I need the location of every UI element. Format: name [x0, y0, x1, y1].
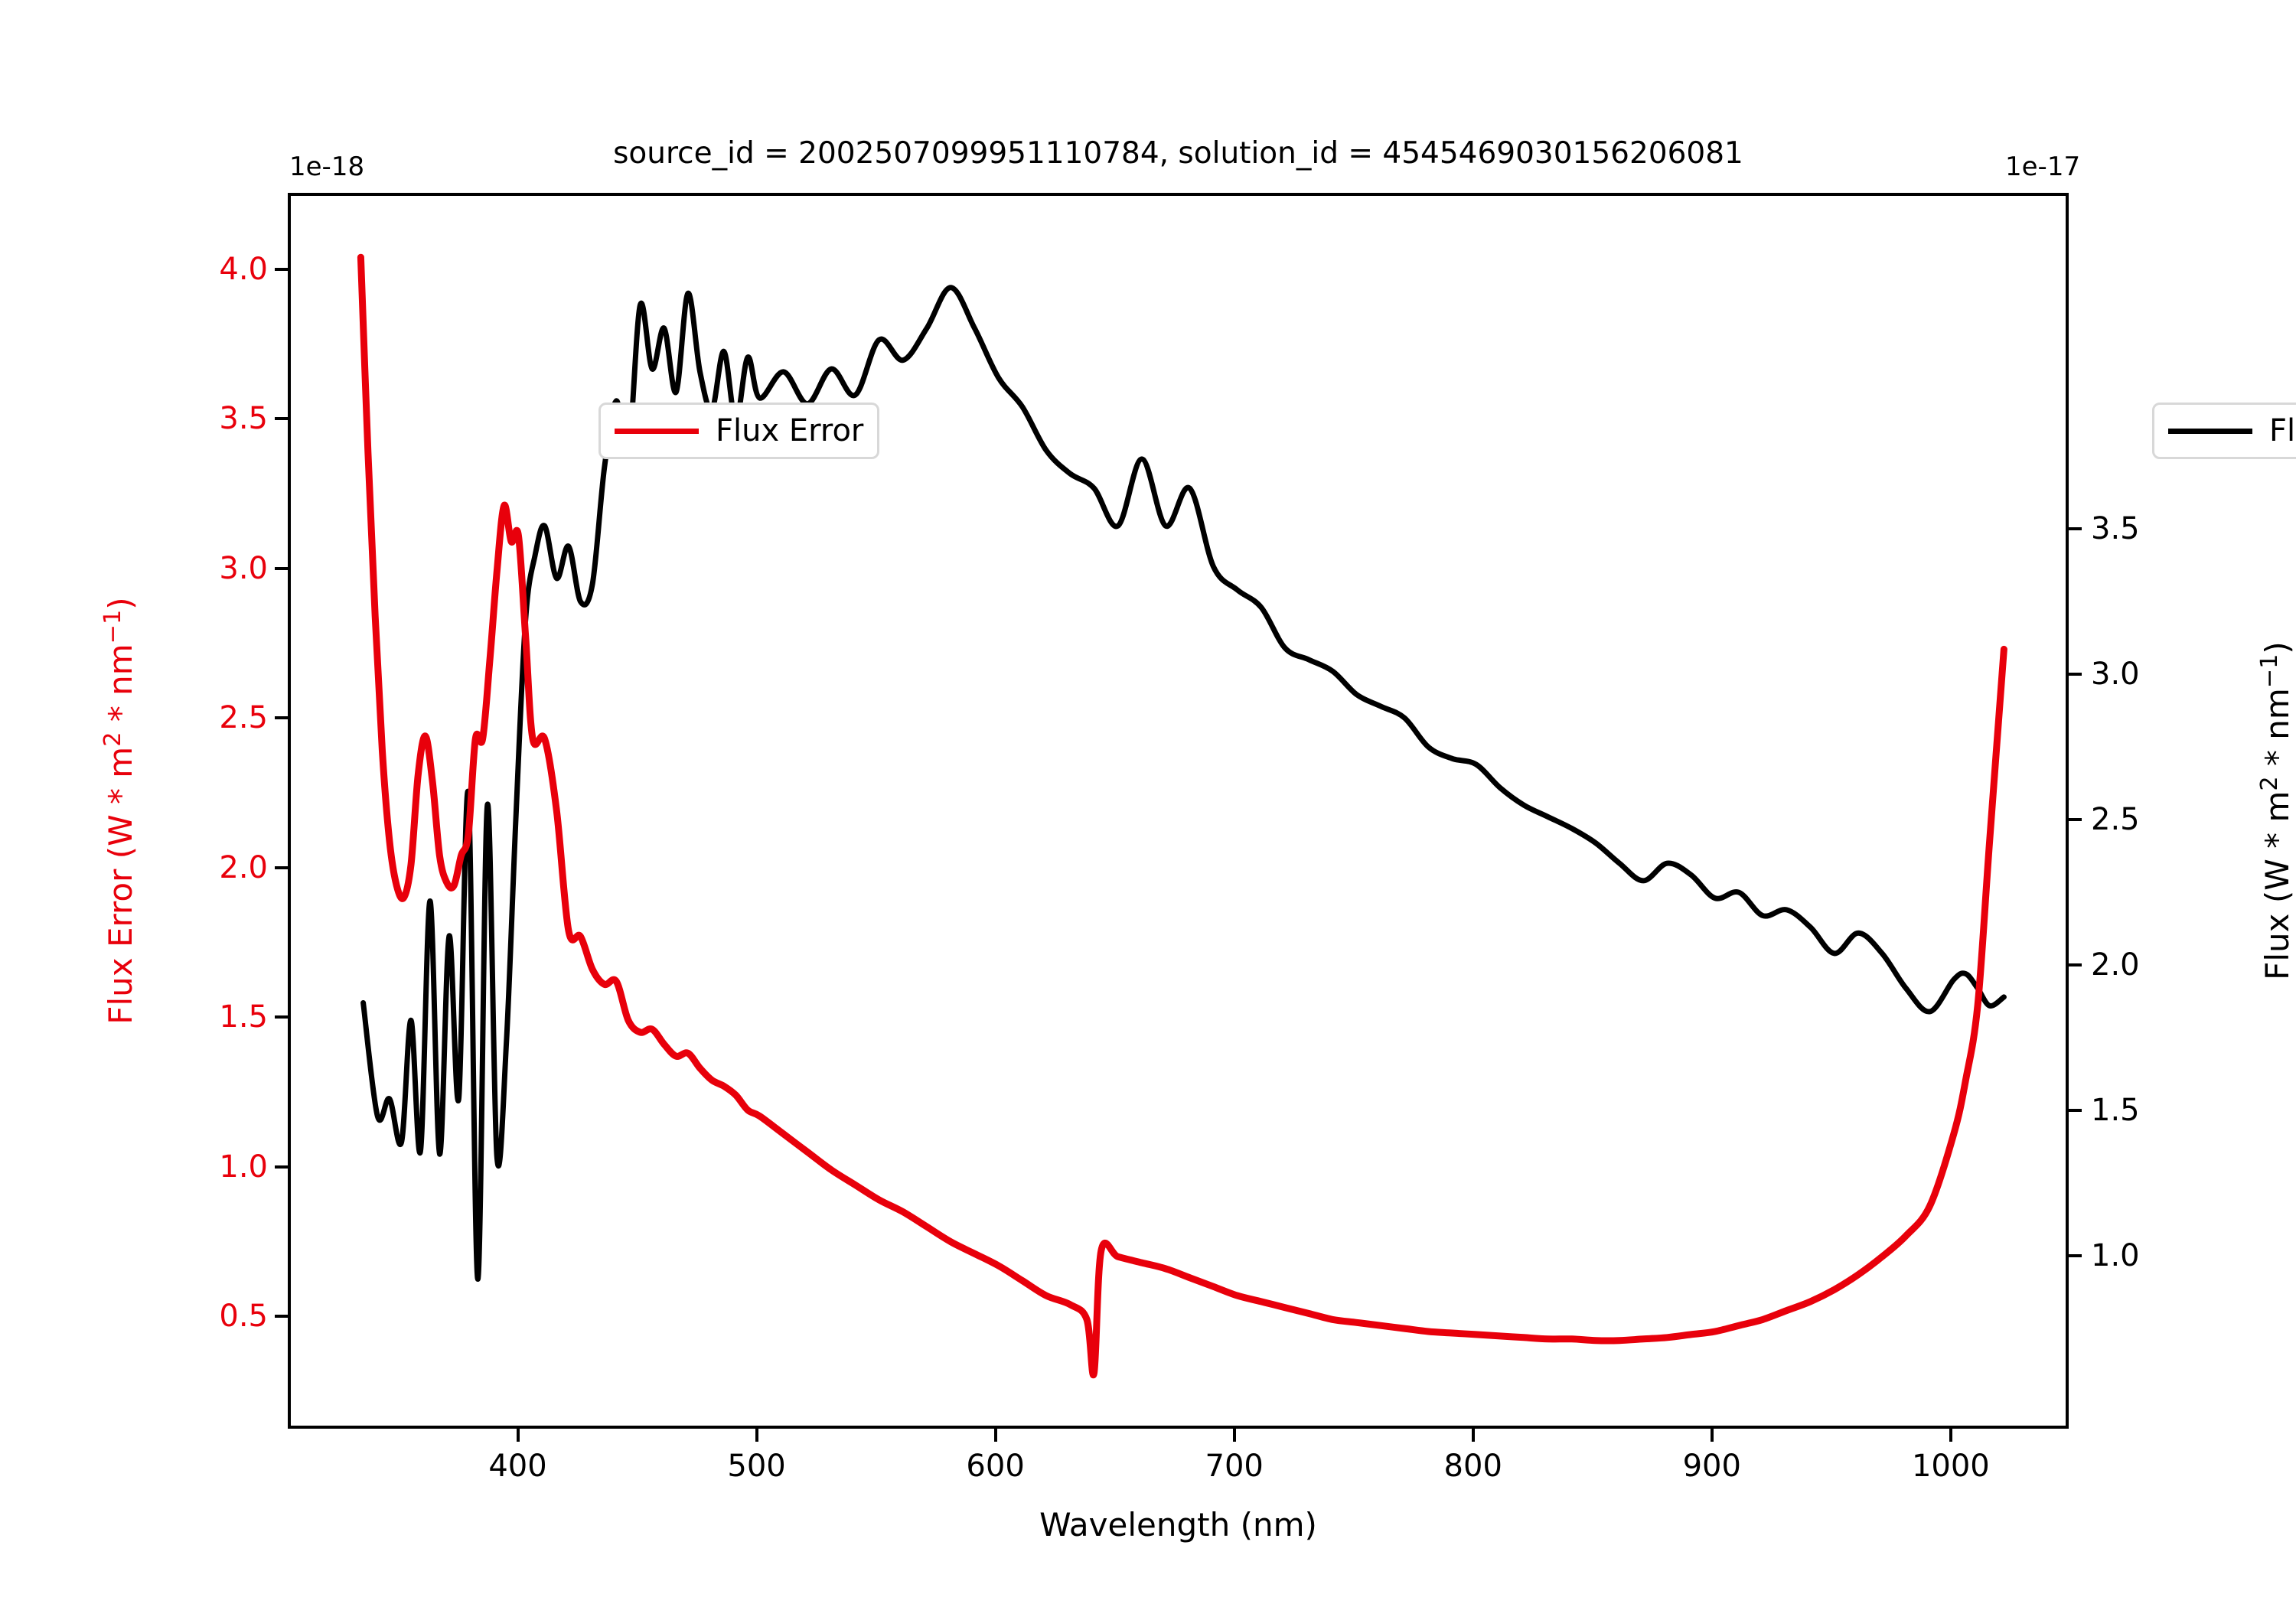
y-left-label-prefix: Flux Error (W * m — [102, 746, 139, 1025]
x-tick-label: 700 — [1205, 1449, 1264, 1484]
y-right-label-exponent-2: −1 — [2256, 654, 2283, 689]
y-left-label-suffix: ) — [102, 597, 139, 610]
y-right-tick-label: 3.5 — [2091, 510, 2140, 546]
y-left-tick — [275, 716, 288, 720]
y-left-tick — [275, 566, 288, 570]
y-left-tick — [275, 267, 288, 271]
x-axis-label: Wavelength (nm) — [1039, 1506, 1317, 1543]
y-right-tick — [2069, 1253, 2082, 1257]
y-left-offset-text: 1e-18 — [289, 152, 365, 182]
y-left-tick-label: 2.5 — [219, 700, 268, 736]
y-right-offset-text: 1e-17 — [2005, 152, 2081, 182]
y-left-axis-label: Flux Error (W * m2 * nm−1) — [99, 193, 139, 1429]
x-tick-label: 1000 — [1911, 1449, 1990, 1484]
y-right-tick — [2069, 817, 2082, 821]
x-tick — [755, 1429, 758, 1442]
plot-curves — [357, 253, 2007, 1379]
legend-label-flux: Flux — [2269, 413, 2296, 448]
legend-line-icon-flux-error — [615, 428, 699, 434]
y-right-tick — [2069, 963, 2082, 966]
legend-flux[interactable]: Flux — [2152, 403, 2296, 459]
y-right-label-suffix: ) — [2258, 641, 2296, 654]
x-tick — [1471, 1429, 1475, 1442]
y-right-tick-label: 1.5 — [2091, 1092, 2140, 1128]
y-left-tick-label: 4.0 — [219, 251, 268, 287]
x-tick — [1232, 1429, 1236, 1442]
y-right-label-exponent-1: 2 — [2256, 776, 2283, 791]
legend-flux-error[interactable]: Flux Error — [598, 403, 880, 459]
y-left-tick-label: 1.5 — [219, 999, 268, 1035]
x-tick — [1710, 1429, 1714, 1442]
y-left-tick-label: 1.0 — [219, 1149, 268, 1185]
x-tick-label: 600 — [966, 1449, 1025, 1484]
legend-line-icon-flux — [2168, 428, 2252, 434]
y-right-label-mid: * nm — [2258, 688, 2296, 777]
y-left-tick — [275, 865, 288, 869]
y-right-tick-label: 2.0 — [2091, 947, 2140, 983]
y-left-tick — [275, 417, 288, 421]
flux-line — [360, 285, 2007, 1283]
y-right-tick — [2069, 1108, 2082, 1112]
x-tick — [993, 1429, 997, 1442]
x-tick — [1949, 1429, 1952, 1442]
y-right-axis-label: Flux (W * m2 * nm−1) — [2256, 193, 2296, 1429]
y-left-label-exponent-2: −1 — [99, 609, 126, 644]
y-left-label-mid: * nm — [102, 644, 139, 732]
y-right-tick-label: 3.0 — [2091, 656, 2140, 692]
y-left-label-exponent-1: 2 — [99, 732, 126, 747]
y-left-tick-label: 3.5 — [219, 401, 268, 437]
x-tick-label: 500 — [727, 1449, 786, 1484]
y-left-tick-label: 3.0 — [219, 550, 268, 586]
y-left-tick-label: 2.0 — [219, 849, 268, 885]
y-right-tick — [2069, 526, 2082, 530]
plot-axes: Flux Error Flux — [288, 193, 2296, 1429]
y-right-tick-label: 1.0 — [2091, 1237, 2140, 1273]
y-left-tick — [275, 1015, 288, 1019]
y-left-tick — [275, 1165, 288, 1169]
x-tick-label: 900 — [1682, 1449, 1741, 1484]
legend-label-flux-error: Flux Error — [716, 413, 864, 448]
y-left-tick — [275, 1315, 288, 1319]
y-right-tick — [2069, 672, 2082, 676]
y-right-label-prefix: Flux (W * m — [2258, 790, 2296, 980]
x-tick-label: 400 — [488, 1449, 547, 1484]
x-tick — [516, 1429, 520, 1442]
y-left-tick-label: 0.5 — [219, 1299, 268, 1335]
flux-error-line — [357, 253, 2007, 1379]
y-right-tick-label: 2.5 — [2091, 801, 2140, 837]
page-title: source_id = 2002507099951110784, solutio… — [613, 136, 1743, 171]
x-tick-label: 800 — [1443, 1449, 1502, 1484]
